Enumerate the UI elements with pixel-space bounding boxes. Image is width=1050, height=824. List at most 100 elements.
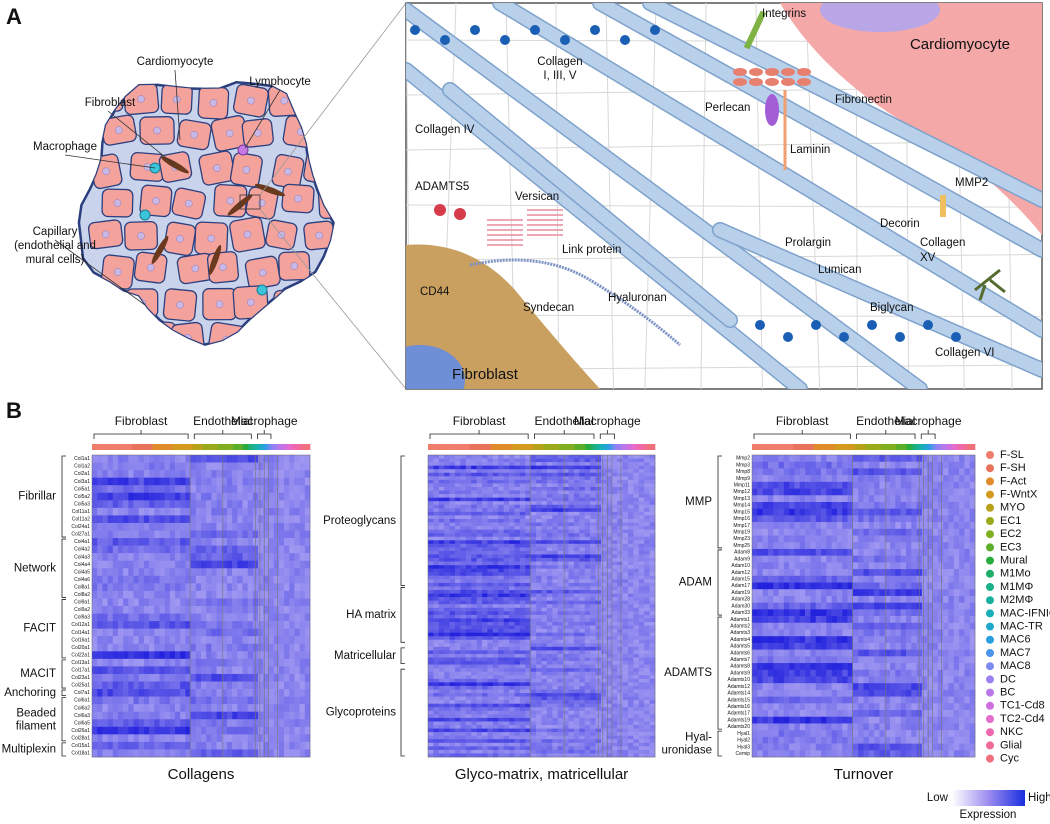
heatmap-cell bbox=[164, 734, 171, 743]
heatmap-cell bbox=[638, 661, 645, 665]
heatmap-cell bbox=[449, 625, 456, 630]
heatmap-cell bbox=[471, 643, 477, 648]
heatmap-cell bbox=[428, 657, 434, 662]
heatmap-cell bbox=[563, 483, 569, 488]
heatmap-cell bbox=[579, 547, 586, 552]
heatmap-cell bbox=[449, 540, 456, 545]
heatmap-cell bbox=[530, 455, 537, 459]
heatmap-cell bbox=[590, 515, 596, 520]
heatmap-cell bbox=[455, 561, 461, 566]
heatmap-cell bbox=[154, 636, 160, 645]
heatmap-cell bbox=[611, 558, 618, 562]
heatmap-cell bbox=[557, 483, 564, 488]
heatmap-cell bbox=[514, 604, 521, 609]
heatmap-cell bbox=[541, 586, 548, 591]
heatmap-cell bbox=[579, 518, 586, 523]
heatmap-cell bbox=[284, 696, 290, 705]
heatmap-cell bbox=[530, 547, 537, 552]
heatmap-cell bbox=[289, 462, 295, 471]
heatmap-cell bbox=[536, 526, 542, 530]
collagen-fibril-inner bbox=[406, 63, 807, 389]
heatmap-cell bbox=[299, 530, 306, 539]
heatmap-cell bbox=[221, 530, 228, 539]
heatmap-cell bbox=[514, 614, 521, 619]
heatmap-cell bbox=[633, 469, 640, 474]
heatmap-cell bbox=[433, 568, 440, 573]
heatmap-cell bbox=[590, 554, 596, 559]
heatmap-cell bbox=[284, 583, 290, 592]
heatmap-cell bbox=[509, 661, 515, 665]
heatmap-cell bbox=[123, 553, 129, 561]
heatmap-cell bbox=[584, 639, 591, 644]
heatmap-cell bbox=[525, 455, 531, 459]
heatmap-cell bbox=[133, 507, 140, 516]
heatmap-cell bbox=[123, 477, 129, 486]
heatmap-cell bbox=[138, 500, 145, 509]
heatmap-cell bbox=[232, 575, 238, 584]
heatmap-cell bbox=[268, 749, 274, 758]
gene-label: Col28a1 bbox=[71, 735, 90, 741]
heatmap-cell bbox=[590, 693, 596, 697]
heatmap-cell bbox=[611, 678, 618, 683]
heatmap-cell bbox=[433, 579, 440, 584]
heatmap-cell bbox=[525, 575, 531, 580]
heatmap-cell bbox=[579, 458, 586, 463]
heatmap-cell bbox=[492, 501, 499, 506]
heatmap-cell bbox=[112, 485, 119, 494]
heatmap-cell bbox=[444, 561, 450, 566]
heatmap-cell bbox=[627, 664, 634, 669]
heatmap-cell bbox=[180, 568, 186, 577]
heatmap-cell bbox=[482, 703, 488, 708]
heatmap-cell bbox=[438, 575, 445, 580]
heatmap-cell bbox=[649, 476, 656, 481]
heatmap-cell bbox=[649, 550, 656, 555]
heatmap-cell bbox=[169, 553, 176, 561]
heatmap-cell bbox=[600, 515, 607, 520]
heatmap-cell bbox=[180, 681, 186, 690]
heatmap-cell bbox=[579, 653, 586, 658]
heatmap-cell bbox=[530, 490, 537, 495]
heatmap-cell bbox=[216, 507, 223, 516]
heatmap-cell bbox=[557, 590, 564, 594]
heatmap-cell bbox=[622, 458, 629, 463]
heatmap-cell bbox=[584, 629, 591, 633]
heatmap-cell bbox=[600, 476, 607, 481]
heatmap-cell bbox=[201, 666, 207, 675]
heatmap-cell bbox=[557, 455, 564, 459]
heatmap-cell bbox=[503, 614, 510, 619]
heatmap-cell bbox=[268, 613, 274, 622]
heatmap-cell bbox=[563, 671, 569, 676]
gene-label: Col4a1 bbox=[74, 539, 90, 545]
collagen-vi-bead bbox=[650, 25, 660, 35]
heatmap-cell bbox=[482, 515, 488, 520]
heatmap-cell bbox=[509, 632, 515, 637]
heatmap-cell bbox=[304, 455, 311, 463]
heatmap-cell bbox=[579, 646, 586, 651]
heatmap-cell bbox=[471, 675, 477, 680]
heatmap-cell bbox=[627, 455, 634, 459]
heatmap-cell bbox=[299, 500, 306, 509]
gene-label: Col22a1 bbox=[71, 652, 90, 658]
heatmap-cell bbox=[606, 614, 613, 619]
heatmap-cell bbox=[633, 653, 640, 658]
heatmap-cell bbox=[232, 689, 238, 697]
heatmap-cell bbox=[221, 522, 228, 531]
fibroblast-cell bbox=[208, 244, 222, 276]
heatmap-cell bbox=[573, 547, 580, 552]
heatmap-cell bbox=[514, 600, 521, 605]
heatmap-cell bbox=[557, 597, 564, 601]
heatmap-cell bbox=[590, 511, 596, 516]
heatmap-cell bbox=[185, 477, 191, 486]
heatmap-cell bbox=[622, 646, 629, 651]
heatmap-cell bbox=[541, 511, 548, 516]
heatmap-cell bbox=[190, 470, 197, 478]
heatmap-cell bbox=[449, 675, 456, 680]
collagen-vi-bead bbox=[951, 332, 961, 342]
heatmap-cell bbox=[444, 671, 450, 676]
heatmap-cell bbox=[102, 628, 108, 637]
heatmap-cell bbox=[465, 469, 472, 474]
label: Macrophage bbox=[33, 141, 97, 153]
heatmap-cell bbox=[557, 607, 564, 612]
heatmap-cell bbox=[579, 678, 586, 683]
heatmap-cell bbox=[476, 497, 483, 502]
